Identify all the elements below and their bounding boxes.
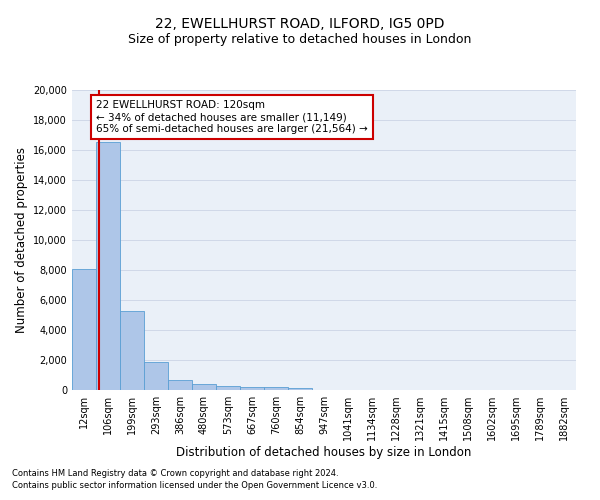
Bar (120, 310, 144, 390)
Bar (72, 268, 96, 390)
Bar (192, 384, 216, 390)
Bar (240, 386, 264, 390)
X-axis label: Distribution of detached houses by size in London: Distribution of detached houses by size … (176, 446, 472, 459)
Text: Contains HM Land Registry data © Crown copyright and database right 2024.: Contains HM Land Registry data © Crown c… (12, 468, 338, 477)
Text: 22 EWELLHURST ROAD: 120sqm
← 34% of detached houses are smaller (11,149)
65% of : 22 EWELLHURST ROAD: 120sqm ← 34% of deta… (96, 100, 368, 134)
Bar (264, 387, 288, 390)
Bar (144, 362, 168, 390)
Bar (168, 380, 192, 390)
Text: Contains public sector information licensed under the Open Government Licence v3: Contains public sector information licen… (12, 481, 377, 490)
Text: Size of property relative to detached houses in London: Size of property relative to detached ho… (128, 32, 472, 46)
Bar (288, 388, 312, 390)
Text: 22, EWELLHURST ROAD, ILFORD, IG5 0PD: 22, EWELLHURST ROAD, ILFORD, IG5 0PD (155, 18, 445, 32)
Bar (96, 142, 120, 390)
Bar (216, 386, 240, 390)
Y-axis label: Number of detached properties: Number of detached properties (15, 147, 28, 333)
